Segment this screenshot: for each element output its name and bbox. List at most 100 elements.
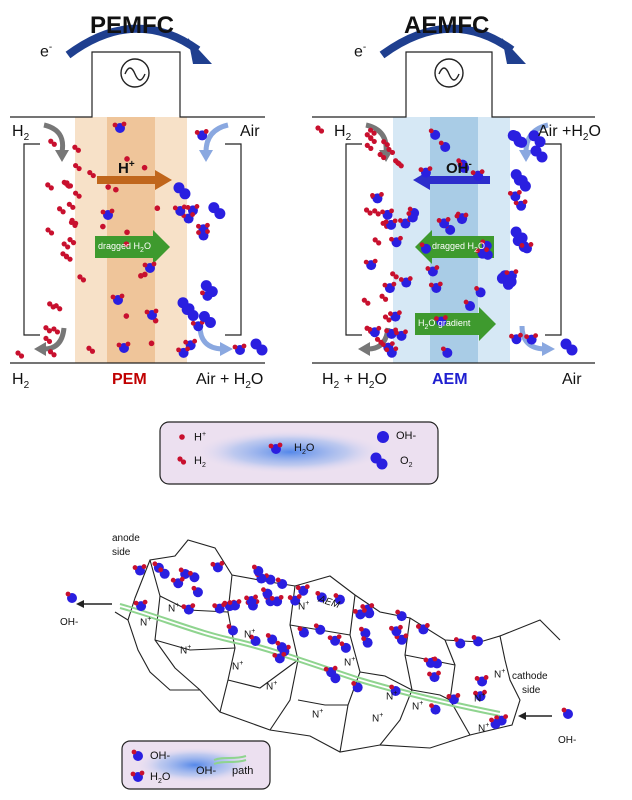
aemfc-drag-sub: 2 bbox=[474, 246, 478, 254]
water-hydrogen bbox=[253, 594, 258, 600]
pem-anode-inlet-arrowhead bbox=[55, 150, 69, 162]
water-hydrogen bbox=[295, 585, 301, 591]
pemfc-anode-outlet-sub: 2 bbox=[23, 380, 30, 392]
nplus-sup: + bbox=[273, 680, 278, 687]
aem-hydroxide-arrow bbox=[428, 176, 490, 184]
aem-electron-arc-arrow bbox=[379, 24, 515, 59]
pemfc-cell bbox=[10, 24, 265, 364]
water-hydrogen bbox=[369, 603, 375, 608]
h2-molecule bbox=[382, 296, 389, 302]
water-hydrogen bbox=[470, 170, 476, 176]
water-hydrogen bbox=[192, 338, 198, 344]
water-hydrogen bbox=[170, 577, 176, 583]
water-hydrogen bbox=[232, 344, 238, 350]
water-hydrogen bbox=[398, 218, 403, 223]
h2-molecule bbox=[389, 149, 396, 156]
proton bbox=[113, 186, 119, 193]
o2-molecule bbox=[376, 458, 388, 470]
h2-molecule bbox=[73, 220, 79, 226]
water-hydrogen bbox=[423, 657, 429, 663]
water-hydrogen bbox=[388, 311, 393, 317]
h2-molecule bbox=[381, 154, 387, 161]
nplus-sup: + bbox=[251, 628, 256, 635]
h2-molecule bbox=[381, 139, 387, 145]
h2-molecule bbox=[80, 277, 87, 283]
water-hydrogen bbox=[379, 192, 384, 197]
hydroxide-hydrogen bbox=[361, 636, 367, 642]
h2-molecule bbox=[177, 456, 183, 462]
water-hydrogen bbox=[194, 204, 200, 209]
pemfc-cathode-outlet-tail: O bbox=[250, 371, 264, 388]
pemfc-ion-sup: + bbox=[128, 159, 135, 170]
aem-cathode-bracket bbox=[545, 143, 562, 336]
proton bbox=[123, 313, 130, 319]
nplus-sup: + bbox=[393, 690, 398, 697]
water-hydrogen bbox=[428, 282, 434, 288]
hydroxide-hydrogen bbox=[297, 626, 303, 632]
membrane-wall-6 bbox=[444, 639, 471, 736]
water-hydrogen bbox=[432, 656, 438, 662]
water-hydrogen bbox=[190, 320, 196, 326]
water-hydrogen bbox=[394, 330, 399, 336]
water-hydrogen bbox=[185, 205, 191, 210]
aemfc-anode-inlet-sub: 2 bbox=[345, 132, 352, 144]
proton bbox=[148, 340, 155, 347]
water-hydrogen bbox=[181, 204, 187, 210]
nplus-text: N bbox=[140, 617, 148, 629]
legend-o2: O2 bbox=[400, 456, 412, 470]
pem-cathode-bracket bbox=[225, 143, 242, 336]
h2-molecule bbox=[393, 158, 399, 164]
nplus-text: N bbox=[478, 723, 486, 735]
hydroxide-hydrogen bbox=[249, 634, 254, 640]
pemfc-anode-outlet-text: H bbox=[12, 371, 24, 388]
aemfc-anode-outlet-tail2: O bbox=[374, 371, 387, 388]
water-hydrogen bbox=[151, 261, 157, 267]
water-hydrogen bbox=[434, 265, 440, 270]
membrane-outline bbox=[127, 539, 521, 753]
water-hydrogen bbox=[516, 189, 522, 195]
water-hydrogen bbox=[403, 329, 408, 335]
h2-molecule bbox=[386, 146, 392, 153]
nplus-sup: + bbox=[319, 708, 324, 715]
water-hydrogen bbox=[389, 625, 394, 631]
legend2-oh: OH- bbox=[150, 750, 171, 762]
legend-h2: H2 bbox=[194, 456, 206, 470]
pem-cathode-inlet-arrowhead bbox=[199, 150, 213, 162]
water-hydrogen bbox=[205, 229, 210, 234]
membrane-tail-left bbox=[114, 611, 129, 621]
pemfc-anode-inlet-sub: 2 bbox=[23, 132, 30, 144]
o2-molecule bbox=[516, 136, 528, 148]
cathode-side-label-1: cathode bbox=[512, 671, 548, 682]
h2-molecule bbox=[15, 350, 21, 356]
hydroxide-hydrogen bbox=[226, 624, 232, 629]
nplus-site: N+ bbox=[386, 690, 397, 702]
water-hydrogen bbox=[139, 770, 145, 776]
water-hydrogen bbox=[179, 576, 185, 582]
water-hydrogen bbox=[304, 584, 310, 590]
h2-molecule bbox=[386, 317, 392, 323]
legend-oh: OH- bbox=[396, 430, 417, 442]
water-hydrogen bbox=[205, 222, 210, 228]
nplus-text: N bbox=[372, 713, 380, 725]
hydroxide-hydrogen bbox=[313, 623, 319, 629]
water-hydrogen bbox=[483, 675, 489, 680]
hydroxide-hydrogen bbox=[419, 242, 425, 248]
hydroxide-hydrogen bbox=[474, 286, 479, 291]
membrane-wall-8 bbox=[154, 639, 236, 651]
water-hydrogen bbox=[352, 608, 358, 614]
aemfc-electron-label: e- bbox=[354, 43, 366, 60]
pemfc-cathode-outlet-sub: 2 bbox=[245, 380, 251, 392]
hydroxide-hydrogen bbox=[429, 703, 434, 708]
water-hydrogen bbox=[370, 193, 375, 198]
aem-label: AEM bbox=[432, 371, 468, 388]
water-hydrogen bbox=[203, 129, 209, 134]
water-hydrogen bbox=[427, 166, 433, 172]
h2-molecule bbox=[50, 304, 56, 310]
pemfc-electron-sup: - bbox=[48, 42, 53, 53]
water-hydrogen bbox=[236, 599, 242, 604]
proton bbox=[142, 271, 148, 278]
h2-molecule bbox=[372, 237, 378, 243]
legend2-path-a: OH- bbox=[196, 765, 217, 777]
cathode-side-label-2: side bbox=[522, 685, 541, 696]
water-hydrogen bbox=[446, 693, 452, 699]
